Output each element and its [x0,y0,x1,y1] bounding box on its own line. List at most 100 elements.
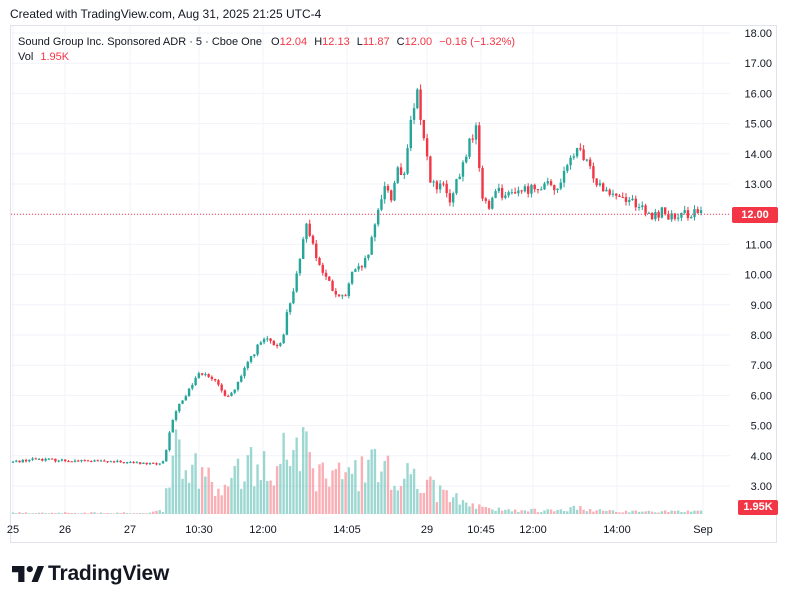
candle-body [90,461,93,463]
candle-body [637,207,641,209]
candle-body [585,159,589,161]
volume-bar [318,464,321,514]
candle-body [331,280,334,291]
volume-bar [504,509,507,514]
candle-body [262,339,266,343]
volume-bar [243,481,246,514]
volume-bar [448,502,452,514]
volume-bar [520,510,523,514]
candle-body [54,458,57,462]
time-axis: 25 26 27 10:30 12:00 14:05 29 10:45 12:00 14:00 Se… [7,524,713,536]
candle-body [403,173,406,176]
volume-bar [161,512,165,514]
candle-body [556,188,559,191]
candle-body [80,460,83,462]
candle-body [341,295,344,297]
volume-bar [334,469,338,514]
volume-bars [11,427,703,514]
volume-bar [67,512,70,514]
volume-bar [553,511,556,514]
candle-body [533,184,536,190]
volume-bar [445,490,448,514]
volume-bar [50,512,54,514]
open-label: O [271,36,280,48]
volume-bar [60,513,64,514]
volume-bar [96,513,99,514]
volume-bar [77,513,80,514]
volume-bar [419,492,422,514]
candle-body [99,460,103,462]
volume-bar [311,468,315,514]
volume-bar [34,513,38,514]
candle-body [285,312,289,335]
volume-bar [171,455,174,514]
volume-bar [624,510,628,514]
candle-body [373,224,377,238]
volume-bar [31,513,34,514]
volume-bar [324,478,328,514]
volume-bar [138,513,142,514]
candle-body [608,189,611,195]
price-axis: 18.00 17.00 16.00 15.00 14.00 13.00 11.00 10.00… [744,28,772,493]
volume-bar [566,511,569,514]
volume-bar [259,480,263,514]
volume-bar [438,485,442,514]
volume-bar [181,478,184,514]
price-tick-label: 11.00 [745,239,772,251]
candle-body [412,108,416,120]
close-label: C [396,36,405,48]
volume-bar [569,507,572,514]
chart-frame[interactable] [10,25,777,543]
volume-bar [184,470,188,514]
volume-bar [572,505,576,514]
volume-bar [451,497,455,514]
volume-legend: Vol 1.95K [18,51,69,63]
volume-bar [308,452,311,514]
candle-body [575,148,579,157]
candle-body [383,186,386,200]
volume-bar [112,513,116,514]
volume-bar [328,486,331,514]
candle-body [491,197,494,209]
candle-body [455,179,458,194]
volume-bar [341,479,344,514]
change-value: −0.16 (−1.32%) [439,36,516,48]
volume-bar [363,482,367,514]
volume-bar [272,485,276,514]
candle-body [158,463,161,465]
volume-bar [152,511,155,514]
candle-body [236,381,240,390]
candle-body [275,345,279,347]
volume-bar [582,509,585,514]
volume-bar [15,513,18,514]
candle-body [60,459,64,461]
volume-bar [321,462,324,514]
symbol-name: Sound Group Inc. Sponsored ADR · 5 · Cbo… [18,36,262,48]
volume-bar [47,513,51,514]
candle-body [295,273,298,292]
candle-body [657,211,660,218]
volume-bar [396,490,399,514]
candle-body [461,162,465,177]
candle-body [566,165,569,172]
created-with-text: Created with TradingView.com, Aug 31, 20… [10,7,322,21]
candle-body [425,138,429,157]
candle-body [223,390,227,396]
volume-bar [207,467,210,514]
volume-bar [155,510,158,514]
volume-bar [641,511,644,514]
price-tick-label: 5.00 [751,421,772,433]
candle-body [246,361,249,368]
candle-body [116,460,119,462]
volume-bar [474,508,478,514]
tradingview-brand[interactable]: TradingView [12,562,169,586]
price-tick-label: 17.00 [744,58,772,70]
candle-body [683,210,686,214]
volume-bar [461,500,465,514]
volume-bar [690,511,693,514]
volume-bar [487,508,491,514]
volume-bar [595,510,598,514]
candle-body [530,184,533,194]
candle-body [546,181,549,184]
